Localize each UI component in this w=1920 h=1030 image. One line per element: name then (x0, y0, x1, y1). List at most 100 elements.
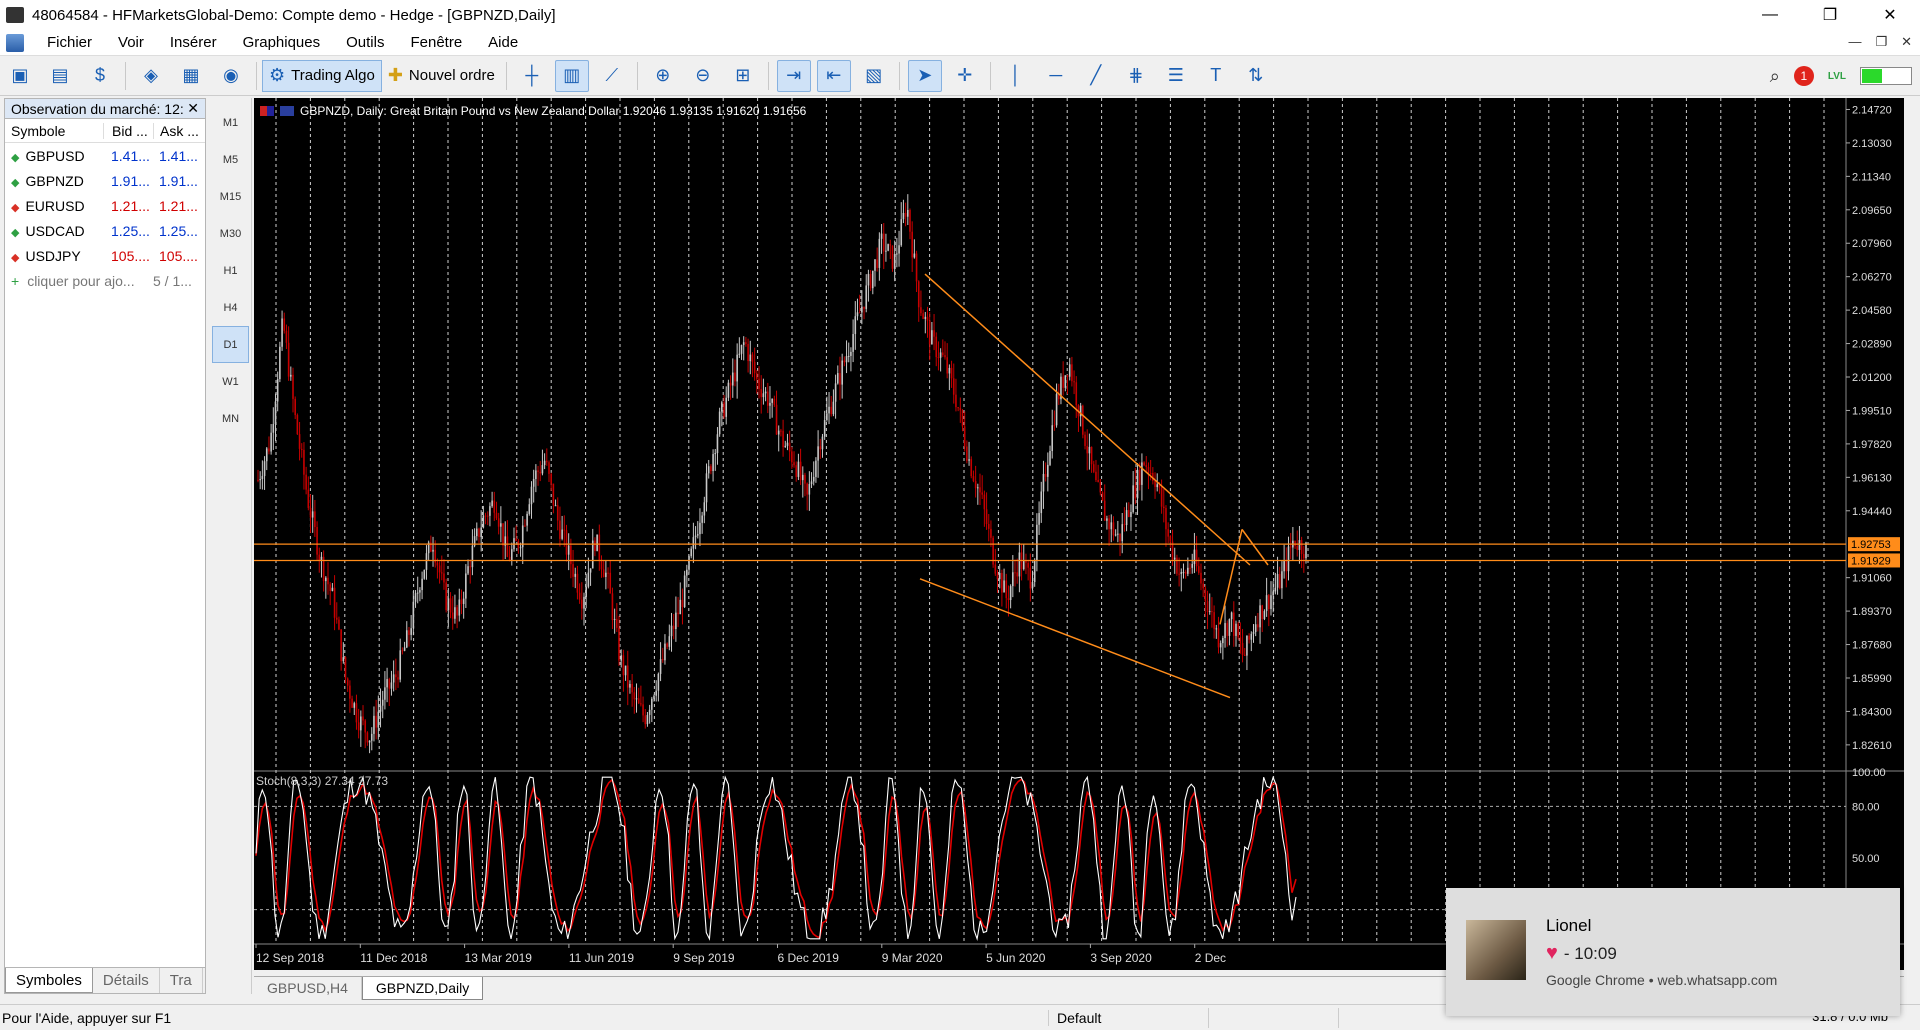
candle (972, 476, 975, 482)
text-label-icon[interactable]: T (1210, 65, 1222, 85)
mdi-close-icon[interactable]: ✕ (1901, 34, 1912, 49)
menu-outils[interactable]: Outils (346, 34, 385, 51)
document-icon[interactable] (6, 33, 24, 52)
tab-gbpnzd-daily[interactable]: GBPNZD,Daily (361, 977, 484, 1000)
timeframe-m5[interactable]: M5 (222, 153, 239, 166)
profiles-icon[interactable]: ▤ (51, 65, 69, 85)
new-order-button[interactable]: ✚ Nouvel ordre (387, 65, 495, 85)
add-symbol-row[interactable]: + cliquer pour ajo... 5 / 1... (11, 272, 192, 289)
menu-fenetre[interactable]: Fenêtre (410, 34, 463, 51)
arrows-icon[interactable]: ⇅ (1248, 65, 1264, 85)
notification-badge[interactable]: 1 (1793, 66, 1814, 86)
candle (1276, 574, 1279, 588)
candle (1202, 583, 1204, 589)
tab-symboles[interactable]: Symboles (5, 968, 93, 993)
status-profile[interactable]: Default (1048, 1009, 1208, 1026)
fibonacci-icon[interactable]: ☰ (1167, 65, 1184, 85)
candle (1119, 533, 1121, 542)
candle (386, 679, 388, 688)
zoom-out-icon[interactable]: ⊖ (695, 65, 711, 85)
minimize-button[interactable]: — (1762, 6, 1778, 23)
trendline (924, 273, 1251, 566)
candle (535, 470, 537, 479)
list-item[interactable]: ◆ GBPNZD 1.91... 1.91... (11, 172, 198, 189)
cursor-icon[interactable]: ➤ (907, 59, 942, 92)
search-icon[interactable]: ⌕ (1769, 65, 1780, 86)
candle (1305, 542, 1307, 559)
menu-voir[interactable]: Voir (118, 34, 144, 51)
mdi-minimize-icon[interactable]: — (1848, 34, 1862, 49)
bar-chart-icon[interactable]: ┼ (525, 65, 539, 85)
mdi-restore-icon[interactable]: ❐ (1875, 34, 1888, 49)
close-button[interactable]: ✕ (1883, 7, 1897, 24)
line-chart-icon[interactable]: ⟋ (605, 65, 619, 85)
notification-sender: Lionel (1546, 916, 1592, 935)
menu-aide[interactable]: Aide (488, 34, 519, 51)
list-item[interactable]: ◆ USDCAD 1.25... 1.25... (11, 222, 198, 239)
timeframe-m1[interactable]: M1 (222, 116, 239, 129)
candle (1108, 518, 1110, 530)
whatsapp-notification[interactable]: Lionel ♥ - 10:09 Google Chrome • web.wha… (1446, 888, 1900, 1016)
candle (425, 553, 428, 570)
timeframe-w1[interactable]: W1 (222, 375, 239, 388)
list-item[interactable]: ◆ EURUSD 1.21... 1.21... (11, 197, 198, 214)
chart-shift-icon[interactable]: ⇤ (816, 59, 851, 92)
candle (1103, 500, 1106, 521)
navigator-icon[interactable]: ◈ (144, 65, 158, 85)
timeframe-m15[interactable]: M15 (219, 190, 242, 203)
toolbar: ▣ ▤ $ ◈ ▦ ◉ ⚙ Trading Algo ✚ Nouvel ordr… (0, 56, 1920, 96)
timeframe-mn[interactable]: MN (221, 412, 240, 425)
timeframe-m30[interactable]: M30 (219, 227, 242, 240)
col-bid[interactable]: Bid ... (103, 122, 153, 139)
candle (797, 461, 800, 477)
auto-scroll-icon[interactable]: ⇥ (776, 59, 811, 92)
tab-gbpusd-h4[interactable]: GBPUSD,H4 (254, 977, 362, 1000)
candle (699, 522, 701, 535)
menu-inserer[interactable]: Insérer (169, 34, 217, 51)
list-item[interactable]: ◆ GBPUSD 1.41... 1.41... (11, 147, 198, 164)
list-item[interactable]: ◆ USDJPY 105.... 105.... (11, 247, 198, 264)
new-chart-icon[interactable]: ▣ (11, 65, 29, 85)
trendline-icon[interactable]: ╱ (1090, 65, 1102, 85)
horizontal-line-icon[interactable]: ─ (1049, 65, 1063, 85)
candle (815, 460, 817, 477)
candle (1033, 560, 1036, 583)
menu-fichier[interactable]: Fichier (47, 34, 93, 51)
vertical-line-icon[interactable]: │ (1010, 65, 1022, 85)
terminal-icon[interactable]: ▦ (182, 65, 200, 85)
signals-icon[interactable]: ◉ (223, 65, 239, 85)
menu-graphiques[interactable]: Graphiques (242, 34, 321, 51)
col-symbol[interactable]: Symbole (11, 122, 66, 139)
candle (381, 699, 384, 706)
candle (1239, 637, 1242, 644)
candle (613, 618, 616, 621)
trading-algo-button[interactable]: ⚙ Trading Algo (262, 59, 382, 92)
candle (896, 253, 898, 255)
timeframe-h1[interactable]: H1 (223, 264, 238, 277)
vps-lvl-icon[interactable]: LVL (1827, 70, 1846, 82)
tab-details[interactable]: Détails (93, 968, 160, 993)
crosshair-icon[interactable]: ✛ (957, 65, 973, 85)
equidistant-channel-icon[interactable]: ⋕ (1128, 65, 1144, 85)
restore-button[interactable]: ❐ (1822, 7, 1838, 24)
candle (1211, 611, 1213, 613)
price-chart[interactable]: 1.92753 1.91929 2.14720 2.13030 2.11340 2.096… (254, 98, 1904, 970)
tab-trading[interactable]: Tra (160, 968, 203, 993)
tile-windows-icon[interactable]: ⊞ (735, 65, 751, 85)
level-label-bg (1848, 553, 1900, 568)
candle (1180, 572, 1183, 574)
stoch-tick-label: 50.00 (1852, 853, 1880, 865)
candle (817, 446, 819, 461)
timeframe-d1[interactable]: D1 (212, 326, 249, 363)
candlestick-icon[interactable]: ▥ (554, 59, 589, 92)
market-watch-icon[interactable]: $ (94, 65, 105, 85)
zoom-in-icon[interactable]: ⊕ (655, 65, 671, 85)
timeframe-h4[interactable]: H4 (223, 301, 238, 314)
market-watch-close-icon[interactable]: ✕ (187, 100, 199, 116)
candle (1031, 582, 1034, 589)
col-ask[interactable]: Ask ... (153, 122, 203, 139)
chart-window[interactable]: 1.92753 1.91929 2.14720 2.13030 2.11340 2.096… (254, 98, 1904, 970)
indicators-icon[interactable]: ▧ (865, 65, 883, 85)
candle (1075, 382, 1078, 406)
price-tick-label: 1.97820 (1852, 439, 1892, 451)
